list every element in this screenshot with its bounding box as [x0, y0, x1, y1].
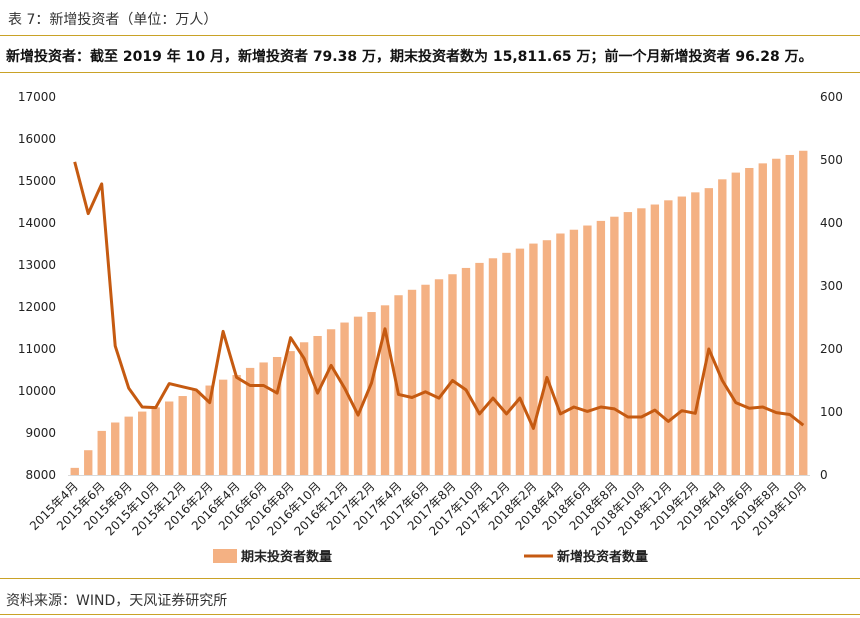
bar [623, 212, 633, 475]
bar [138, 411, 147, 475]
y-right-tick-label: 500 [820, 153, 843, 167]
bar [745, 167, 754, 475]
bar [272, 356, 282, 475]
bar [191, 390, 201, 475]
bar [502, 252, 511, 475]
bar [111, 422, 120, 475]
y-left-tick-label: 14000 [18, 216, 56, 230]
bar [596, 220, 606, 475]
bar [758, 163, 767, 476]
bottom-divider [0, 578, 860, 579]
y-left-tick-label: 8000 [25, 468, 56, 482]
y-right-tick-label: 400 [820, 216, 843, 230]
bar [286, 351, 295, 475]
bar [785, 154, 794, 475]
bar [583, 225, 592, 475]
bar [556, 233, 565, 475]
bar [461, 267, 471, 475]
bar [178, 396, 187, 475]
bar [704, 188, 714, 475]
y-right-tick-label: 600 [820, 90, 843, 104]
bar [97, 430, 106, 475]
bar [434, 279, 444, 475]
bar [569, 229, 579, 475]
y-right-tick-label: 200 [820, 342, 843, 356]
bar [691, 192, 700, 475]
bar [448, 274, 457, 475]
line-series-new-investors [73, 161, 805, 430]
legend-label-line: 新增投资者数量 [557, 549, 648, 565]
bar [245, 367, 255, 475]
bar [367, 312, 376, 475]
bar [515, 248, 525, 475]
investor-chart: 8000 9000 10000 11000 12000 13000 14000 15000 16… [18, 90, 843, 565]
bar [529, 243, 538, 475]
summary-divider [0, 72, 860, 73]
y-left-tick-label: 16000 [18, 132, 56, 146]
y-left-tick-label: 11000 [18, 342, 56, 356]
bar [164, 401, 174, 475]
bar [259, 362, 268, 475]
bar [70, 467, 79, 475]
bar [799, 150, 808, 475]
bar [718, 179, 727, 475]
y-left-tick-label: 12000 [18, 300, 56, 314]
bar [205, 385, 214, 475]
source-note: 资料来源：WIND，天风证券研究所 [6, 593, 228, 609]
bar [326, 329, 336, 475]
y-right-tick-label: 300 [820, 279, 843, 293]
y-left-tick-label: 13000 [18, 258, 56, 272]
y-left-tick-label: 9000 [25, 426, 56, 440]
bar [475, 262, 484, 475]
bar [84, 450, 93, 475]
bar [421, 284, 430, 475]
bar [151, 407, 160, 475]
bar [394, 295, 403, 475]
bar [677, 196, 687, 475]
bar [650, 204, 660, 475]
bar [299, 342, 309, 475]
y-left-tick-label: 10000 [18, 384, 56, 398]
y-left-tick-label: 15000 [18, 174, 56, 188]
bar [488, 258, 498, 475]
bar [232, 375, 241, 475]
bar [772, 158, 781, 475]
footer-divider [0, 614, 860, 615]
bar [664, 200, 673, 475]
bar [731, 172, 740, 475]
bar [124, 416, 133, 475]
bar [380, 305, 390, 475]
bar [340, 322, 349, 475]
chart-caption: 表 7：新增投资者（单位：万人） [8, 12, 218, 28]
bar [218, 379, 228, 475]
bar [542, 240, 552, 475]
bar [637, 208, 646, 476]
bar [407, 289, 417, 475]
top-divider [0, 35, 860, 36]
legend-swatch-bar [213, 549, 237, 563]
bar [353, 316, 363, 475]
y-left-tick-label: 17000 [18, 90, 56, 104]
y-right-tick-label: 100 [820, 405, 843, 419]
bar [610, 216, 619, 475]
y-right-tick-label: 0 [820, 468, 828, 482]
legend-label-bar: 期末投资者数量 [241, 549, 332, 565]
bar [313, 335, 322, 475]
chart-summary: 新增投资者：截至 2019 年 10 月，新增投资者 79.38 万，期末投资者… [6, 49, 813, 65]
